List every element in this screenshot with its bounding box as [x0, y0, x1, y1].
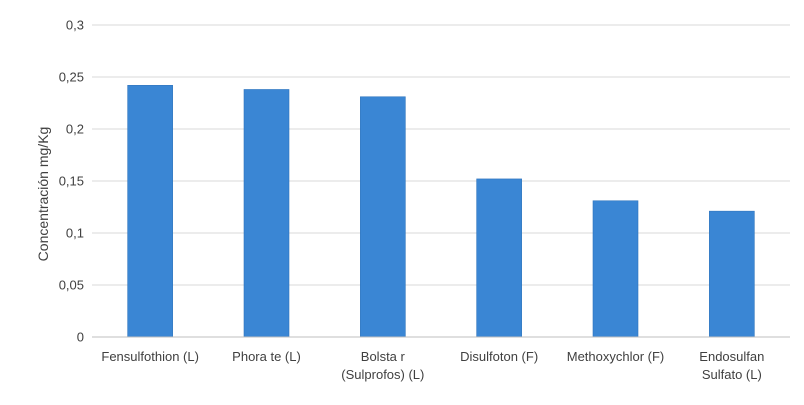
x-tick-label: Disulfoton (F) [460, 349, 538, 364]
y-tick-label: 0,2 [66, 122, 84, 137]
bar [592, 200, 639, 338]
bars [127, 85, 755, 338]
bar [127, 85, 173, 338]
x-tick-label: Endosulfan Sulfato (L) [699, 349, 764, 382]
bar [360, 96, 406, 338]
y-tick-label: 0,3 [66, 18, 84, 33]
y-axis-ticks: 0 0,05 0,1 0,15 0,2 0,25 0,3 [59, 18, 84, 345]
bar [243, 89, 290, 338]
y-tick-label: 0 [77, 330, 84, 345]
y-tick-label: 0,15 [59, 174, 84, 189]
x-tick-label: Bolsta r (Sulprofos) (L) [341, 349, 424, 382]
gridlines [92, 24, 790, 286]
y-tick-label: 0,25 [59, 70, 84, 85]
y-axis-label: Concentración mg/Kg [35, 127, 51, 262]
y-tick-label: 0,05 [59, 278, 84, 293]
bar [476, 178, 522, 338]
x-tick-label: Methoxychlor (F) [567, 349, 665, 364]
bar [709, 210, 755, 338]
x-tick-label: Phora te (L) [232, 349, 301, 364]
y-tick-label: 0,1 [66, 226, 84, 241]
x-axis-ticks: Fensulfothion (L) Phora te (L) Bolsta r (Su… [101, 349, 764, 382]
x-tick-label: Fensulfothion (L) [101, 349, 199, 364]
